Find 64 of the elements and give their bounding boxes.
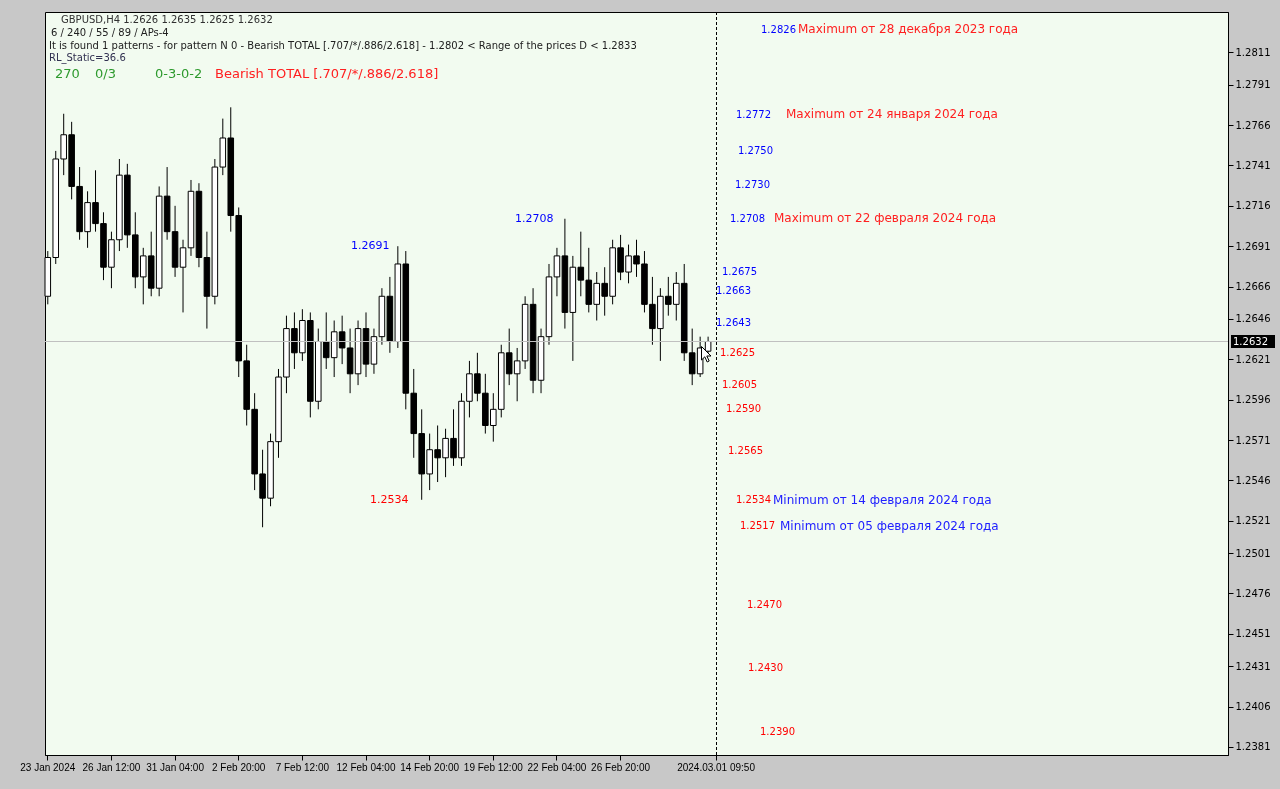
ref-line-label: 1.2632 [1233, 335, 1268, 347]
annotation: 1.2565 [728, 445, 763, 456]
y-tick-label: 1.2596 [1235, 394, 1271, 406]
x-tick-label: 31 Jan 04:00 [146, 761, 205, 773]
annotation: 1.2625 [720, 347, 755, 358]
annotation: 1.2390 [760, 726, 795, 737]
y-tick-label: 1.2431 [1235, 660, 1271, 672]
annotation: 1.2517 [740, 520, 775, 531]
y-tick-label: 1.2716 [1235, 200, 1271, 212]
annotation: Maximum от 28 декабря 2023 года [798, 22, 1019, 36]
annotation: 0/3 [95, 66, 116, 81]
annotation: 1.2675 [722, 266, 757, 277]
annotation: Minimum от 14 февраля 2024 года [773, 493, 992, 507]
annotation: RL_Static=36.6 [49, 52, 126, 64]
y-tick-label: 1.2406 [1235, 701, 1271, 713]
annotation: 1.2663 [716, 285, 751, 296]
y-tick-label: 1.2666 [1235, 281, 1271, 293]
annotation: 1.2730 [735, 179, 770, 190]
y-tick-label: 1.2501 [1235, 547, 1271, 559]
annotation: 1.2470 [747, 599, 782, 610]
y-tick-label: 1.2791 [1235, 79, 1271, 91]
x-tick-label: 12 Feb 04:00 [336, 761, 396, 773]
annotation: 1.2643 [716, 317, 751, 328]
annotation: 1.2750 [738, 145, 773, 156]
x-tick-label: 14 Feb 20:00 [400, 761, 460, 773]
annotation: 1.2691 [351, 239, 390, 252]
x-tick-label: 23 Jan 2024 [20, 761, 76, 773]
x-tick-label: 2 Feb 20:00 [212, 761, 266, 773]
y-tick-label: 1.2741 [1235, 159, 1271, 171]
y-tick-label: 1.2521 [1235, 515, 1271, 527]
annotation: 1.2708 [515, 212, 554, 225]
annotation: 270 [55, 66, 80, 81]
chart-title: GBPUSD,H4 1.2626 1.2635 1.2625 1.2632 [61, 14, 273, 25]
annotation: 0-3-0-2 [155, 66, 203, 81]
y-tick-label: 1.2571 [1235, 434, 1271, 446]
annotation: Maximum от 22 февраля 2024 года [774, 211, 997, 225]
y-tick-label: 1.2691 [1235, 240, 1271, 252]
y-tick-label: 1.2381 [1235, 741, 1271, 753]
x-tick-label: 26 Feb 20:00 [591, 761, 651, 773]
y-tick-label: 1.2811 [1235, 46, 1271, 58]
y-tick-label: 1.2621 [1235, 353, 1271, 365]
y-tick-label: 1.2451 [1235, 628, 1271, 640]
y-tick-label: 1.2546 [1235, 474, 1271, 486]
x-tick-label: 19 Feb 12:00 [463, 761, 524, 773]
annotation: 1.2534 [370, 493, 409, 506]
annotation: 6 / 240 / 55 / 89 / APs-4 [51, 27, 169, 38]
y-tick-label: 1.2476 [1235, 587, 1271, 599]
y-tick-label: 1.2646 [1235, 313, 1271, 325]
annotation: Minimum от 05 февраля 2024 года [780, 519, 999, 533]
x-tick-label: 7 Feb 12:00 [275, 761, 330, 773]
y-tick-label: 1.2766 [1235, 119, 1271, 131]
annotation: 1.2605 [722, 379, 757, 390]
annotation: 1.2772 [736, 109, 771, 120]
annotation: 1.2826 [761, 24, 796, 35]
annotation: 1.2430 [748, 662, 783, 673]
x-tick-label: 26 Jan 12:00 [82, 761, 141, 773]
annotation: Maximum от 24 января 2024 года [786, 107, 998, 121]
annotation: It is found 1 patterns - for pattern N 0 - Bearish TOTAL [.707/*/.886/2.618] - 1.2802 < Range of the prices D < 1.2833 [49, 40, 637, 51]
x-tick-label: 22 Feb 04:00 [527, 761, 587, 773]
x-tick-label: 2024.03.01 09:50 [677, 761, 756, 773]
annotation: 1.2708 [730, 213, 765, 224]
annotation: 1.2590 [726, 403, 761, 414]
annotation: Bearish TOTAL [.707/*/.886/2.618] [215, 66, 439, 81]
annotation: 1.2534 [736, 494, 771, 505]
